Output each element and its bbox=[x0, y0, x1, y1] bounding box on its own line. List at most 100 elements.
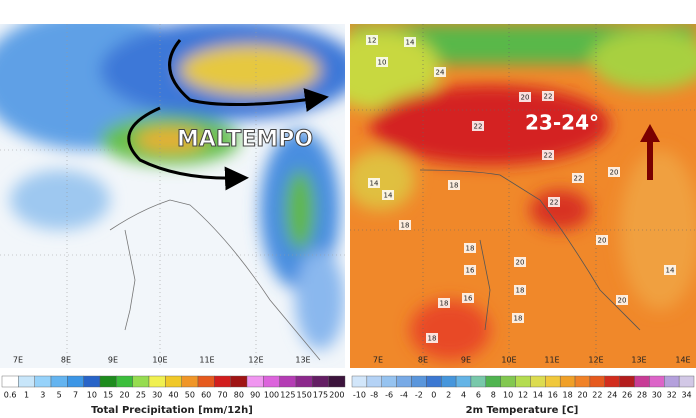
colorbar-swatch bbox=[619, 375, 635, 388]
temperature-label: 18 bbox=[401, 222, 410, 230]
colorbar-label: 18 bbox=[563, 391, 573, 400]
longitude-label: 8E bbox=[61, 356, 71, 365]
colorbar-label: -6 bbox=[385, 391, 393, 400]
colorbar-label: 15 bbox=[103, 391, 113, 400]
colorbar-label: 34 bbox=[681, 391, 691, 400]
colorbar-swatch bbox=[18, 375, 35, 388]
label-box bbox=[376, 57, 388, 67]
colorbar-label: 150 bbox=[297, 391, 312, 400]
colorbar-label: 8 bbox=[491, 391, 496, 400]
colorbar-label: 4 bbox=[461, 391, 466, 400]
colorbar-swatch bbox=[83, 375, 101, 388]
colorbar-label: 60 bbox=[201, 391, 211, 400]
colorbar-swatch bbox=[99, 375, 117, 388]
colorbar-label: 32 bbox=[667, 391, 677, 400]
colorbar-label: 7 bbox=[73, 391, 78, 400]
colorbar-swatch bbox=[426, 375, 442, 388]
label-box bbox=[616, 295, 628, 305]
longitude-label: 12E bbox=[248, 356, 263, 365]
temperature-label: 24 bbox=[436, 69, 445, 77]
longitude-label: 9E bbox=[461, 356, 471, 365]
colorbar-title: 2m Temperature [C] bbox=[466, 405, 579, 416]
colorbar-swatch bbox=[485, 375, 501, 388]
colorbar-swatch bbox=[530, 375, 546, 388]
temperature-label: 16 bbox=[466, 267, 475, 275]
longitude-label: 9E bbox=[108, 356, 118, 365]
temperature-label: 18 bbox=[428, 335, 437, 343]
temperature-label: 22 bbox=[544, 152, 553, 160]
colorbar-swatch bbox=[328, 375, 346, 388]
temperature-label: 22 bbox=[544, 93, 553, 101]
colorbar-title: Total Precipitation [mm/12h] bbox=[91, 405, 253, 416]
colorbar-label: -4 bbox=[400, 391, 408, 400]
colorbar-label: 50 bbox=[185, 391, 195, 400]
colorbar-label: 20 bbox=[119, 391, 129, 400]
longitude-label: 11E bbox=[199, 356, 214, 365]
colorbar-label: 0 bbox=[431, 391, 436, 400]
colorbar-swatch bbox=[132, 375, 150, 388]
colorbar-swatch bbox=[649, 375, 665, 388]
label-box bbox=[448, 180, 460, 190]
temperature-label: 22 bbox=[474, 123, 483, 131]
label-box bbox=[434, 67, 446, 77]
colorbar-swatch bbox=[263, 375, 280, 388]
colorbar-swatch bbox=[50, 375, 68, 388]
colorbar-swatch bbox=[396, 375, 412, 388]
label-box bbox=[572, 173, 584, 183]
label-box bbox=[426, 333, 438, 343]
label-box bbox=[404, 37, 416, 47]
label-box bbox=[464, 265, 476, 275]
label-box bbox=[542, 150, 554, 160]
label-box bbox=[664, 265, 676, 275]
colorbar-swatch bbox=[574, 375, 591, 388]
colorbar-label: 0.6 bbox=[4, 391, 17, 400]
temperature-label: 14 bbox=[406, 39, 415, 47]
temperature-label: 18 bbox=[440, 300, 449, 308]
colorbar-swatch bbox=[148, 375, 166, 388]
colorbar-swatch bbox=[1, 375, 19, 388]
colorbar-swatch bbox=[515, 375, 531, 388]
colorbar-swatch bbox=[214, 375, 231, 388]
colorbar-label: 26 bbox=[622, 391, 632, 400]
temperature-label: 22 bbox=[574, 175, 583, 183]
colorbar-label: 22 bbox=[592, 391, 602, 400]
longitude-label: 7E bbox=[13, 356, 23, 365]
colorbar-label: 6 bbox=[476, 391, 481, 400]
colorbar-swatch bbox=[246, 375, 264, 388]
colorbar-swatch bbox=[455, 375, 472, 388]
temperature-label: 20 bbox=[516, 259, 525, 267]
colorbar-label: 10 bbox=[87, 391, 97, 400]
colorbar-label: 1 bbox=[24, 391, 29, 400]
colorbar-swatch bbox=[634, 375, 650, 388]
colorbar-label: 175 bbox=[313, 391, 328, 400]
temperature-label: 20 bbox=[610, 169, 619, 177]
colorbar-label: 80 bbox=[234, 391, 244, 400]
colorbar-swatch bbox=[67, 375, 84, 388]
longitude-label: 10E bbox=[152, 356, 167, 365]
colorbar-swatch bbox=[381, 375, 397, 388]
longitude-label: 14E bbox=[675, 356, 690, 365]
temperature-label: 22 bbox=[550, 199, 559, 207]
label-box bbox=[519, 92, 531, 102]
temperature-label: 16 bbox=[464, 295, 473, 303]
temperature-label: 14 bbox=[666, 267, 675, 275]
colorbar-label: 24 bbox=[607, 391, 617, 400]
temperature-label: 12 bbox=[368, 37, 377, 45]
colorbar-label: 30 bbox=[152, 391, 162, 400]
colorbar-swatch bbox=[545, 375, 561, 388]
label-box bbox=[514, 257, 526, 267]
colorbar-label: 20 bbox=[577, 391, 587, 400]
temperature-label: 18 bbox=[516, 287, 525, 295]
temperature-label: 20 bbox=[521, 94, 530, 102]
colorbar-label: 200 bbox=[329, 391, 344, 400]
label-box bbox=[608, 167, 620, 177]
colorbar-label: 90 bbox=[250, 391, 260, 400]
colorbar-label: 5 bbox=[57, 391, 62, 400]
colorbar-swatch bbox=[678, 375, 695, 388]
label-box bbox=[472, 121, 484, 131]
label-box bbox=[464, 243, 476, 253]
colorbar-swatch bbox=[34, 375, 52, 388]
temperature-label: 18 bbox=[514, 315, 523, 323]
longitude-label: 8E bbox=[418, 356, 428, 365]
